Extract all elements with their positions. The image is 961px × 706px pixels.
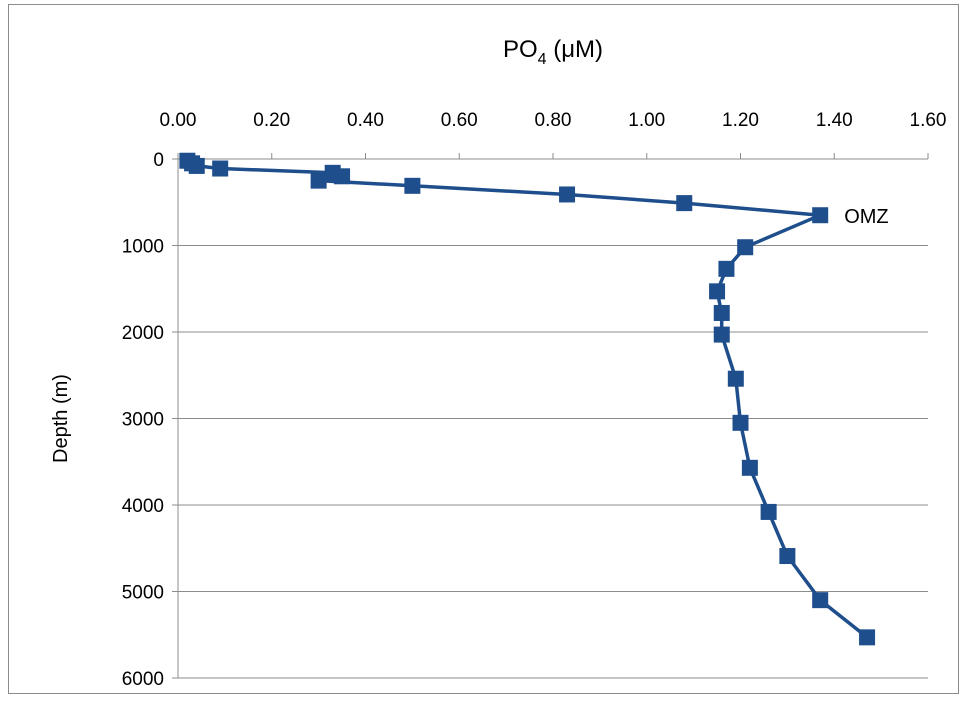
- data-point-marker: [718, 260, 735, 277]
- data-point-marker: [732, 414, 749, 431]
- y-tick-label: 4000: [122, 496, 164, 517]
- chart-title: PO4 (μM): [503, 36, 603, 68]
- data-point-marker: [727, 370, 744, 387]
- data-point-marker: [212, 160, 229, 177]
- axes: [172, 153, 929, 679]
- y-tick-label: 1000: [122, 237, 164, 258]
- x-tick-label: 1.60: [910, 110, 947, 131]
- x-tick-label: 1.00: [628, 110, 665, 131]
- data-point-marker: [812, 592, 829, 609]
- x-tick-labels: 0.00 0.20 0.40 0.60 0.80 1.00 1.20 1.40 1.60: [160, 110, 947, 131]
- y-tick-labels: 0 1000 2000 3000 4000 5000 6000: [122, 150, 164, 690]
- y-tick-label: 5000: [122, 583, 164, 604]
- data-point-marker: [334, 168, 351, 185]
- data-point-marker: [310, 172, 327, 189]
- data-point-marker: [812, 207, 829, 224]
- gridlines: [178, 245, 928, 679]
- series-group: [179, 152, 876, 646]
- x-tick-label: 0.00: [160, 110, 197, 131]
- title-main: PO: [503, 36, 538, 63]
- data-point-marker: [559, 186, 576, 203]
- x-tick-label: 1.20: [722, 110, 759, 131]
- data-point-marker: [859, 629, 876, 646]
- title-subscript: 4: [538, 51, 547, 68]
- y-tick-label: 6000: [122, 669, 164, 690]
- data-point-marker: [709, 283, 726, 300]
- chart-svg: PO4 (μM) 0.00 0.20 0.40 0.60 0.80 1.00 1.20 1.4…: [50, 36, 947, 690]
- annotations: OMZ: [844, 206, 888, 228]
- y-tick-label: 2000: [122, 323, 164, 344]
- data-point-marker: [713, 326, 730, 343]
- title-suffix: (μM): [547, 36, 603, 63]
- data-point-marker: [713, 304, 730, 321]
- data-point-marker: [737, 239, 754, 256]
- data-point-marker: [741, 459, 758, 476]
- data-point-marker: [188, 157, 205, 174]
- x-tick-label: 0.60: [441, 110, 478, 131]
- data-point-marker: [760, 503, 777, 520]
- x-tick-label: 0.20: [253, 110, 290, 131]
- y-tick-label: 3000: [122, 410, 164, 431]
- x-tick-label: 1.40: [816, 110, 853, 131]
- y-tick-label: 0: [153, 150, 164, 171]
- data-point-marker: [676, 195, 693, 212]
- chart-frame: PO4 (μM) 0.00 0.20 0.40 0.60 0.80 1.00 1.20 1.4…: [8, 4, 959, 694]
- series-line: [186, 159, 869, 639]
- x-tick-label: 0.80: [535, 110, 572, 131]
- data-point-marker: [779, 548, 796, 565]
- annotation-label: OMZ: [844, 206, 888, 228]
- data-point-marker: [404, 177, 421, 194]
- y-axis-label: Depth (m): [50, 374, 72, 463]
- x-tick-label: 0.40: [347, 110, 384, 131]
